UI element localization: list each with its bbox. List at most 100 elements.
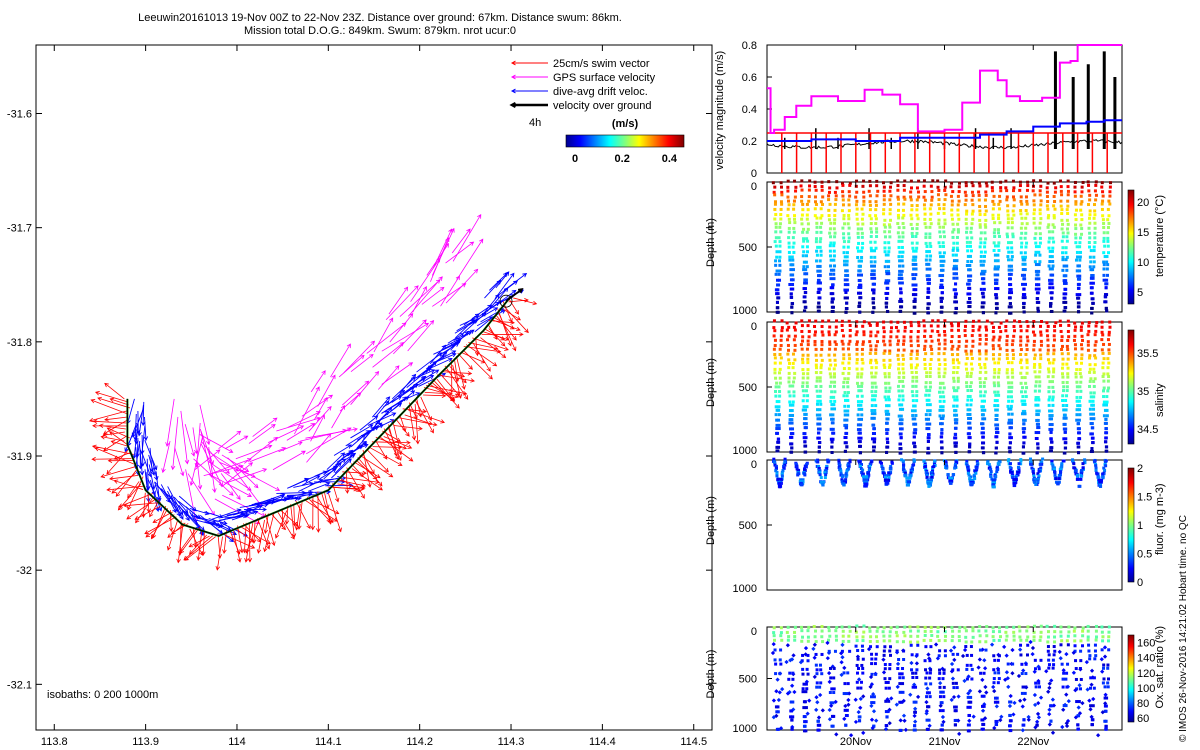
profile-point	[1046, 344, 1050, 348]
profile-point	[855, 381, 859, 385]
profile-point	[861, 657, 865, 661]
profile-point	[1010, 671, 1015, 676]
profile-point	[1094, 183, 1098, 187]
profile-point	[1064, 723, 1070, 729]
profile-point	[942, 211, 946, 215]
gps-vector	[393, 319, 427, 355]
profile-point	[1011, 179, 1015, 183]
profile-point	[967, 416, 971, 420]
profile-point	[1061, 258, 1065, 262]
profile-point	[829, 235, 833, 239]
profile-point	[968, 310, 972, 314]
profile-point	[910, 466, 914, 470]
profile-point	[929, 682, 933, 686]
profile-point	[801, 384, 805, 388]
profile-point	[841, 198, 845, 202]
profile-point	[978, 209, 982, 213]
profile-point	[898, 250, 902, 254]
profile-point	[1039, 324, 1043, 328]
profile-point	[788, 413, 792, 417]
profile-point	[899, 291, 903, 295]
profile-point	[984, 370, 988, 374]
profile-point	[1080, 334, 1084, 338]
profile-point	[778, 376, 782, 380]
profile-point	[901, 208, 905, 212]
profile-point	[955, 371, 959, 375]
colorbar-tick-label: 2	[1137, 463, 1143, 475]
profile-point	[998, 199, 1002, 203]
profile-point	[937, 347, 941, 351]
profile-point	[791, 258, 795, 262]
profile-point	[1107, 221, 1111, 225]
profile-point	[951, 190, 955, 194]
profile-point	[1105, 400, 1109, 404]
profile-point	[1075, 418, 1079, 422]
profile-point	[960, 653, 966, 659]
profile-point	[1039, 343, 1043, 347]
profile-point	[897, 658, 901, 662]
profile-point	[954, 444, 958, 448]
profile-point	[886, 441, 890, 445]
profile-point	[1004, 179, 1008, 183]
profile-point	[881, 657, 886, 662]
profile-point	[858, 304, 862, 308]
profile-point	[827, 330, 831, 334]
profile-point	[1047, 370, 1051, 374]
profile-point	[955, 395, 959, 399]
profile-point	[978, 218, 982, 222]
profile-point	[778, 255, 782, 259]
profile-point	[887, 478, 891, 482]
profile-point	[811, 646, 816, 652]
profile-point	[951, 668, 955, 672]
profile-point	[1053, 473, 1057, 477]
profile-point	[933, 459, 937, 463]
profile-point	[875, 179, 879, 183]
profile-point	[1034, 226, 1038, 230]
profile-point	[1046, 200, 1050, 204]
profile-point	[1009, 241, 1013, 245]
profile-point	[771, 698, 777, 703]
profile-point	[883, 235, 887, 239]
profile-point	[965, 381, 969, 385]
profile-point	[955, 306, 959, 310]
section-axes-box	[766, 459, 1123, 591]
profile-point	[968, 268, 972, 272]
profile-point	[882, 198, 886, 202]
profile-point	[874, 344, 878, 348]
profile-point	[806, 653, 810, 657]
profile-point	[1019, 381, 1023, 385]
profile-point	[908, 692, 913, 697]
profile-point	[972, 475, 976, 479]
profile-point	[860, 235, 864, 239]
profile-point	[777, 413, 781, 417]
profile-point	[874, 366, 878, 370]
profile-point	[910, 668, 914, 672]
profile-point	[1020, 672, 1024, 676]
profile-point	[901, 222, 905, 226]
profile-point	[912, 249, 916, 253]
swim-speed-line	[767, 132, 1122, 173]
profile-point	[912, 713, 917, 719]
profile-point	[966, 695, 970, 699]
profile-point	[858, 459, 862, 463]
drift-vector	[143, 416, 149, 441]
profile-point	[1022, 697, 1027, 702]
profile-point	[870, 273, 874, 277]
profile-point	[834, 342, 838, 346]
profile-point	[1005, 368, 1009, 372]
profile-point	[844, 273, 848, 277]
profile-point	[913, 297, 917, 301]
profile-point	[1032, 669, 1037, 674]
profile-point	[1102, 278, 1106, 282]
profile-point	[776, 292, 780, 296]
profile-point	[1053, 200, 1057, 204]
swim-vector	[357, 457, 383, 487]
profile-point	[780, 190, 784, 194]
profile-point	[941, 709, 945, 713]
profile-point	[869, 330, 873, 334]
profile-point	[1078, 385, 1082, 389]
profile-point	[1005, 348, 1009, 352]
profile-point	[791, 268, 795, 272]
profile-point	[824, 473, 828, 477]
gps-vector	[366, 322, 407, 354]
